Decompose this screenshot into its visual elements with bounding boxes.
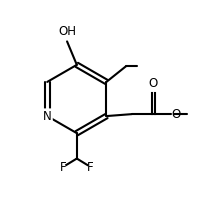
Text: O: O — [149, 77, 158, 90]
Text: OH: OH — [58, 26, 76, 38]
Text: F: F — [87, 161, 94, 174]
Text: N: N — [43, 109, 52, 123]
Text: O: O — [172, 108, 181, 121]
Text: F: F — [60, 161, 66, 174]
